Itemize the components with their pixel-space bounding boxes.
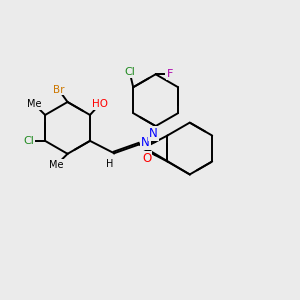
Text: N: N: [149, 127, 158, 140]
Text: Cl: Cl: [124, 67, 135, 77]
Text: Me: Me: [49, 160, 64, 170]
Text: Cl: Cl: [23, 136, 34, 146]
Text: Me: Me: [27, 99, 41, 109]
Text: Br: Br: [53, 85, 64, 94]
Text: O: O: [142, 152, 152, 165]
Text: F: F: [167, 69, 174, 79]
Text: HO: HO: [92, 99, 108, 109]
Text: N: N: [141, 136, 150, 149]
Text: H: H: [106, 158, 113, 169]
